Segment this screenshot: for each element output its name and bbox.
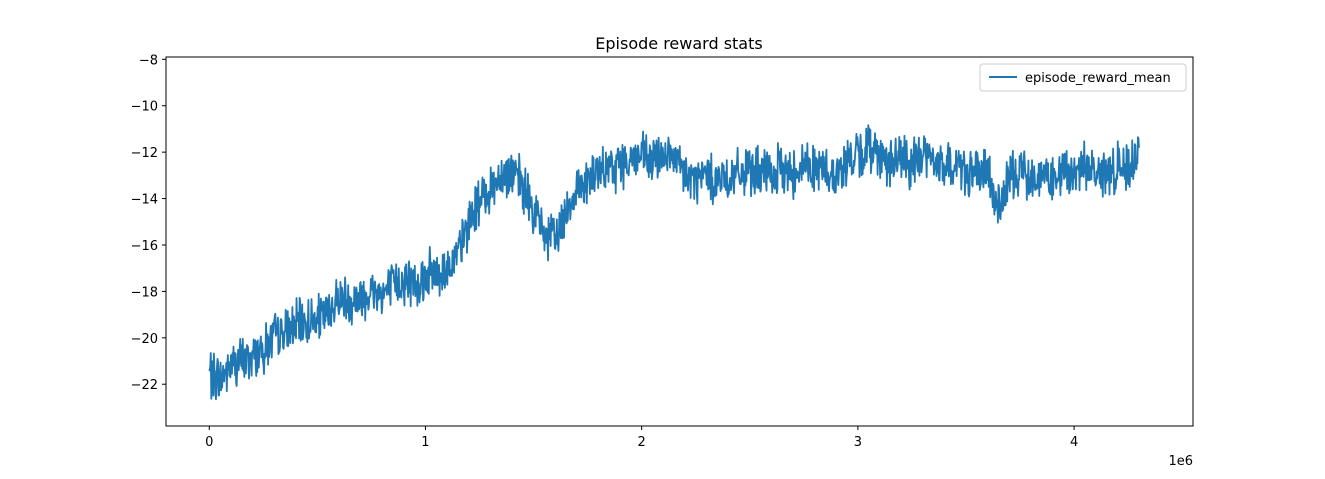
y-tick-label: −14 [131,193,158,208]
chart-title: Episode reward stats [595,34,762,53]
x-axis: 0 1 2 3 4 [205,426,1078,450]
y-tick-label: −22 [131,378,158,393]
x-tick-label: 2 [638,435,646,450]
series-layer [208,124,1140,401]
x-offset-label: 1e6 [1168,454,1193,469]
y-tick-label: −8 [139,53,158,68]
x-tick-label: 1 [421,435,429,450]
y-axis: −22 −20 −18 −16 −14 −12 −10 −8 [131,53,166,393]
y-tick-label: −20 [131,332,158,347]
series-line-episode-reward-mean [208,124,1140,401]
legend-box [979,63,1187,92]
y-tick-label: −12 [131,146,158,161]
x-tick-label: 4 [1070,435,1078,450]
legend-label: episode_reward_mean [1025,71,1171,86]
y-tick-label: −16 [131,239,158,254]
legend: episode_reward_mean [979,63,1187,92]
plot-frame [165,56,1194,427]
y-tick-label: −18 [131,285,158,300]
y-tick-label: −10 [131,100,158,115]
x-tick-label: 0 [205,435,213,450]
x-tick-label: 3 [854,435,862,450]
